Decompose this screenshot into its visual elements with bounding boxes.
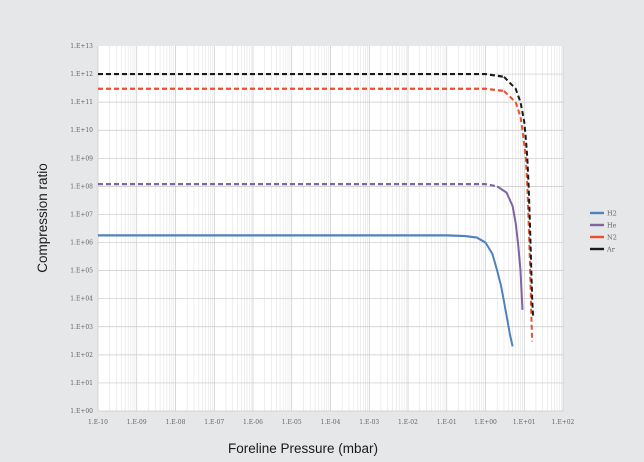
y-tick-label: 1.E+06 (70, 240, 93, 247)
y-tick-label: 1.E+13 (70, 43, 93, 50)
x-tick-label: 1.E-06 (243, 419, 263, 426)
y-tick-label: 1.E+12 (70, 71, 93, 78)
series-ar-dropoff-line (503, 76, 535, 319)
series-n2-dropoff-line (503, 90, 534, 342)
series-layer (98, 72, 535, 347)
y-tick-label: 1.E+04 (70, 296, 93, 303)
x-tick-label: 1.E-07 (204, 419, 224, 426)
y-tick-label: 1.E+00 (70, 408, 93, 415)
legend-label-he: He (607, 222, 617, 230)
series-ar-plateau-line (98, 72, 505, 78)
y-tick-label: 1.E+10 (70, 127, 93, 134)
y-axis-title: Compression ratio (35, 163, 50, 273)
minor-gridlines (109, 46, 562, 411)
y-tick-label: 1.E+07 (70, 211, 93, 218)
y-axis-tick-labels: 1.E+00 1.E+01 1.E+02 1.E+03 1.E+04 1.E+05 1.E+… (70, 43, 93, 415)
y-tick-label: 1.E+05 (70, 268, 93, 275)
x-tick-label: 1.E-03 (359, 419, 379, 426)
x-tick-label: 1.E-10 (88, 419, 108, 426)
x-tick-label: 1.E+01 (513, 419, 536, 426)
legend-label-n2: N2 (607, 234, 617, 242)
y-tick-label: 1.E+11 (70, 99, 93, 106)
major-gridlines (97, 46, 564, 412)
x-axis-title: Foreline Pressure (mbar) (228, 441, 378, 456)
legend-label-h2: H2 (607, 210, 617, 218)
y-tick-label: 1.E+09 (70, 155, 93, 162)
x-tick-label: 1.E-09 (127, 419, 147, 426)
series-h2-plateau-line (98, 234, 487, 244)
y-tick-label: 1.E+01 (70, 380, 93, 387)
y-tick-label: 1.E+08 (70, 183, 93, 190)
x-tick-label: 1.E-04 (321, 419, 341, 426)
series-n2-plateau-line (98, 87, 505, 93)
x-tick-label: 1.E+02 (552, 419, 575, 426)
x-tick-label: 1.E-02 (398, 419, 418, 426)
x-tick-label: 1.E+00 (474, 419, 497, 426)
x-tick-label: 1.E-08 (166, 419, 186, 426)
y-tick-label: 1.E+02 (70, 352, 93, 359)
series-he-dropoff-line (496, 185, 524, 310)
legend-label-ar: Ar (606, 246, 616, 254)
legend: H2 He N2 Ar (590, 210, 617, 254)
series-he-plateau-line (98, 183, 498, 188)
x-axis-tick-labels: 1.E-10 1.E-09 1.E-08 1.E-07 1.E-06 1.E-05 1.E-… (88, 419, 575, 426)
x-tick-label: 1.E-01 (437, 419, 457, 426)
x-tick-label: 1.E-05 (282, 419, 302, 426)
y-tick-label: 1.E+03 (70, 324, 93, 331)
series-h2-dropoff-line (484, 242, 514, 347)
